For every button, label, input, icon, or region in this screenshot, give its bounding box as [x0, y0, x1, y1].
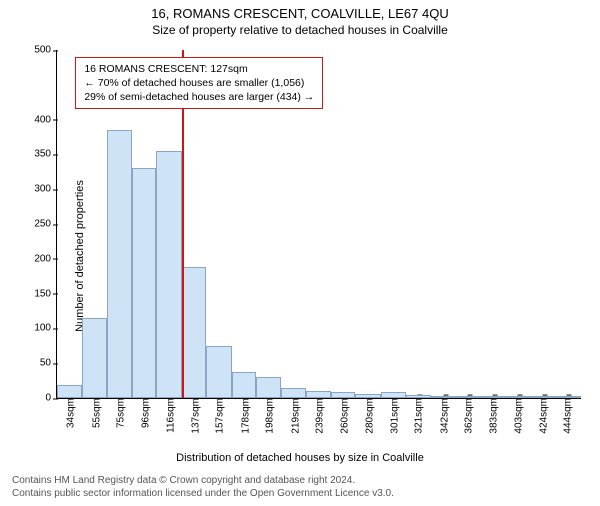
- annotation-box: 16 ROMANS CRESCENT: 127sqm← 70% of detac…: [75, 57, 323, 110]
- histogram-bar: [480, 396, 505, 398]
- x-axis-label: Distribution of detached houses by size …: [0, 452, 600, 464]
- y-tick: 250: [34, 219, 57, 230]
- x-tick: 424sqm: [535, 398, 550, 434]
- y-tick: 200: [34, 253, 57, 264]
- footer-attribution: Contains HM Land Registry data © Crown c…: [12, 474, 394, 500]
- x-tick: 301sqm: [385, 398, 400, 434]
- histogram-bar: [556, 396, 581, 398]
- histogram-bar: [506, 396, 530, 398]
- chart-area: 05010015020025030035040050034sqm55sqm75s…: [56, 50, 581, 399]
- x-tick: 219sqm: [286, 398, 301, 434]
- x-tick: 260sqm: [336, 398, 351, 434]
- x-tick: 137sqm: [187, 398, 202, 434]
- y-tick: 350: [34, 149, 57, 160]
- y-tick: 100: [34, 323, 57, 334]
- histogram-bar: [456, 396, 480, 398]
- chart-subtitle: Size of property relative to detached ho…: [0, 23, 600, 37]
- histogram-bar: [530, 396, 555, 398]
- y-tick: 150: [34, 288, 57, 299]
- x-tick: 383sqm: [485, 398, 500, 434]
- y-tick: 400: [34, 114, 57, 125]
- x-tick: 178sqm: [236, 398, 251, 434]
- histogram-bar: [406, 395, 430, 398]
- histogram-bar: [232, 372, 256, 398]
- x-tick: 96sqm: [137, 398, 152, 428]
- histogram-bar: [82, 318, 106, 398]
- y-tick: 300: [34, 184, 57, 195]
- y-tick: 0: [45, 393, 57, 404]
- histogram-bar: [355, 394, 380, 398]
- x-tick: 342sqm: [435, 398, 450, 434]
- x-tick: 239sqm: [310, 398, 325, 434]
- annotation-line: 29% of semi-detached houses are larger (…: [84, 90, 314, 104]
- histogram-bar: [182, 267, 206, 398]
- y-tick: 50: [40, 358, 57, 369]
- histogram-bar: [431, 396, 456, 398]
- x-tick: 34sqm: [62, 398, 77, 428]
- x-tick: 362sqm: [459, 398, 474, 434]
- histogram-bar: [381, 392, 406, 398]
- histogram-bar: [331, 392, 355, 398]
- y-tick: 500: [34, 45, 57, 56]
- histogram-bar: [206, 346, 231, 398]
- histogram-bar: [256, 377, 281, 398]
- x-tick: 444sqm: [559, 398, 574, 434]
- x-tick: 75sqm: [111, 398, 126, 428]
- annotation-line: ← 70% of detached houses are smaller (1,…: [84, 76, 314, 90]
- x-tick: 198sqm: [261, 398, 276, 434]
- x-tick: 321sqm: [410, 398, 425, 434]
- footer-line-2: Contains public sector information licen…: [12, 487, 394, 500]
- annotation-line: 16 ROMANS CRESCENT: 127sqm: [84, 62, 314, 76]
- footer-line-1: Contains HM Land Registry data © Crown c…: [12, 474, 394, 487]
- x-tick: 157sqm: [211, 398, 226, 434]
- histogram-bar: [57, 385, 82, 398]
- histogram-bar: [107, 130, 132, 398]
- x-tick: 116sqm: [161, 398, 176, 433]
- page-title: 16, ROMANS CRESCENT, COALVILLE, LE67 4QU: [0, 6, 600, 21]
- histogram-bar: [281, 388, 305, 398]
- x-tick: 55sqm: [87, 398, 102, 428]
- histogram-bar: [306, 391, 331, 398]
- x-tick: 403sqm: [509, 398, 524, 434]
- histogram-bar: [156, 151, 181, 398]
- x-tick: 280sqm: [360, 398, 375, 434]
- histogram-bar: [132, 168, 156, 398]
